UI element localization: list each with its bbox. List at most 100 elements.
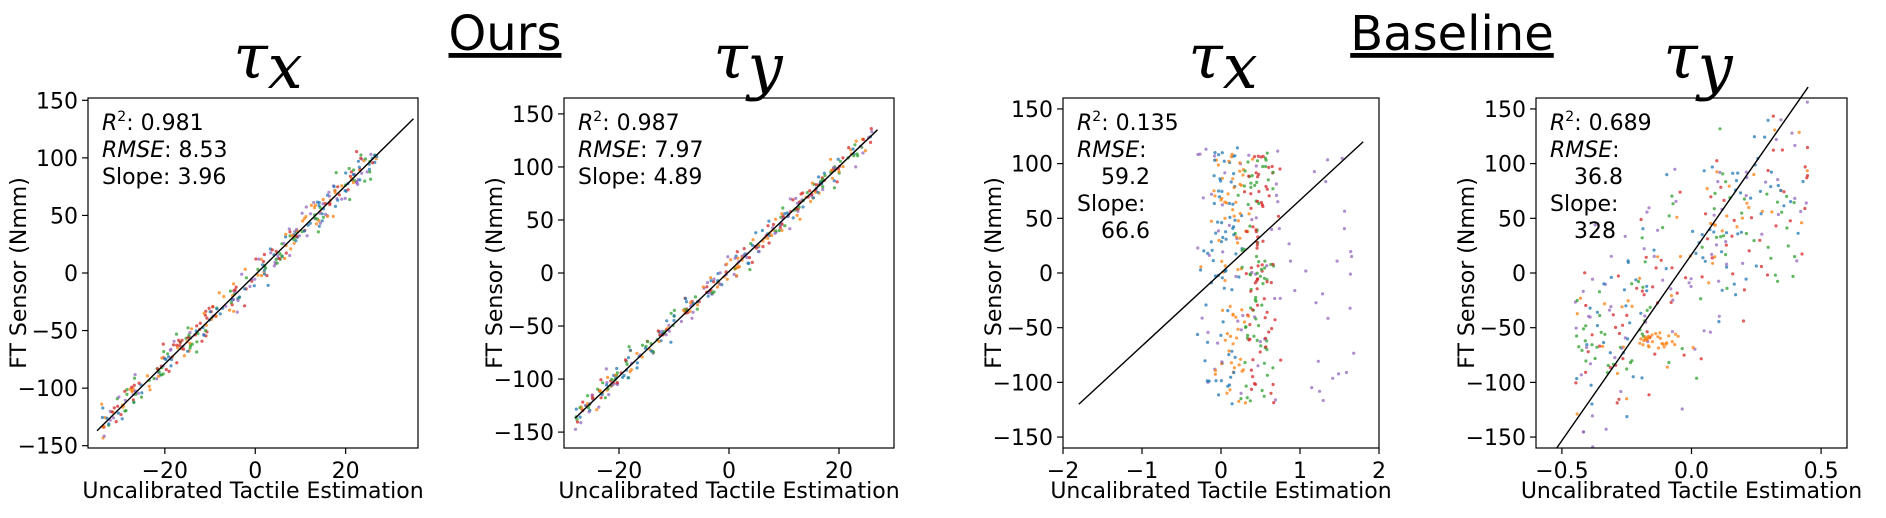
data-point (1617, 397, 1621, 401)
data-point (1639, 337, 1643, 341)
data-point (748, 268, 752, 272)
data-point (1349, 250, 1353, 254)
stat-r2: R2: 0.135 (1077, 109, 1179, 136)
data-point (1701, 256, 1705, 260)
data-point (102, 434, 106, 438)
data-point (1243, 360, 1247, 365)
data-point (794, 196, 798, 200)
data-point (1233, 355, 1237, 359)
data-point (1617, 331, 1621, 336)
data-point (781, 206, 785, 210)
data-point (208, 310, 212, 314)
data-point (1227, 349, 1231, 353)
data-point (1236, 219, 1240, 223)
data-point (175, 361, 179, 365)
data-point (1264, 164, 1268, 169)
data-point (1254, 164, 1258, 168)
data-point (130, 385, 134, 389)
stat-part: R (1550, 111, 1565, 136)
data-point (1249, 266, 1253, 270)
data-point (1251, 308, 1255, 312)
data-point (1231, 177, 1235, 181)
data-point (837, 169, 841, 174)
data-point (1645, 289, 1649, 293)
data-point (1699, 297, 1703, 301)
data-point (302, 229, 307, 233)
data-point (1661, 226, 1665, 230)
data-point (640, 343, 645, 347)
data-point (798, 217, 802, 221)
data-point (770, 233, 774, 238)
data-point (359, 153, 363, 157)
data-point (1231, 202, 1235, 206)
data-point (742, 247, 746, 251)
data-point (1613, 356, 1617, 360)
stat-r2: R2: 0.689 (1550, 109, 1652, 136)
data-point (706, 294, 710, 298)
x-tick-label: 2 (1372, 459, 1386, 484)
data-point (1225, 391, 1229, 395)
data-point (823, 173, 827, 178)
data-point (1335, 259, 1339, 263)
data-point (1687, 281, 1691, 285)
data-point (1622, 288, 1626, 292)
data-point (1213, 158, 1217, 162)
data-point (1213, 368, 1218, 373)
data-point (1244, 272, 1248, 276)
data-point (1625, 313, 1629, 317)
data-point (1709, 195, 1713, 199)
y-tick-label: −50 (508, 315, 554, 340)
data-point (1665, 173, 1669, 177)
title-subscript: y (1695, 30, 1734, 103)
data-point (269, 251, 273, 255)
stat-r2: R2: 0.987 (578, 109, 680, 136)
data-point (1254, 317, 1258, 321)
data-point (1776, 279, 1780, 283)
data-point (1236, 267, 1240, 272)
data-point (1206, 340, 1210, 344)
data-point (1695, 376, 1699, 380)
data-point (1264, 158, 1268, 162)
data-point (1671, 202, 1675, 206)
data-point (367, 167, 371, 171)
data-point (635, 366, 639, 370)
data-point (1575, 334, 1579, 338)
data-point (288, 253, 292, 258)
data-point (1710, 256, 1714, 260)
data-point (1204, 147, 1208, 151)
data-point (295, 234, 299, 238)
data-point (586, 394, 590, 398)
data-point (1260, 303, 1264, 307)
data-point (1216, 163, 1220, 167)
data-point (1724, 243, 1728, 247)
data-point (1636, 280, 1641, 284)
data-point (200, 339, 204, 343)
data-point (1232, 185, 1236, 190)
data-point (317, 201, 321, 205)
data-point (1765, 192, 1769, 196)
data-point (260, 274, 264, 278)
data-point (172, 339, 176, 343)
stat-part: : (1139, 138, 1146, 163)
data-point (1720, 288, 1724, 292)
data-point (371, 161, 375, 165)
data-point (791, 198, 795, 202)
y-tick-label: 50 (1025, 207, 1053, 232)
data-point (1648, 305, 1652, 309)
data-point (1626, 299, 1630, 303)
data-point (575, 417, 579, 421)
data-point (351, 172, 356, 177)
data-point (736, 256, 740, 260)
data-point (1727, 184, 1731, 188)
data-point (1213, 151, 1217, 155)
data-point (305, 234, 309, 238)
data-point (1259, 344, 1263, 348)
title-subscript: x (1223, 30, 1258, 103)
data-point (327, 190, 331, 194)
y-tick-label: 100 (36, 147, 78, 172)
y-tick-label: 50 (526, 209, 554, 234)
data-point (166, 352, 170, 356)
data-point (1597, 290, 1602, 294)
data-point (1731, 272, 1735, 276)
data-point (327, 194, 331, 198)
